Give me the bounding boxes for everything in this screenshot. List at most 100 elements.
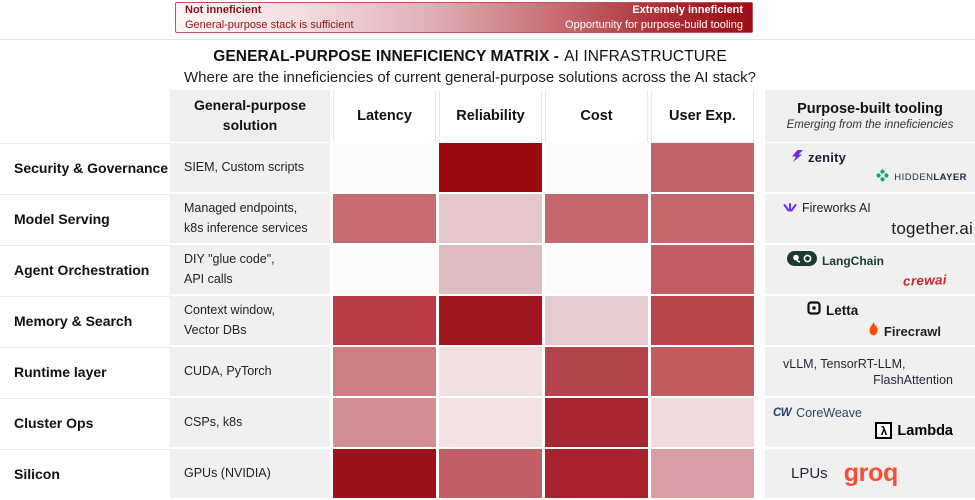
legend-right-subtitle: Opportunity for purpose-build tooling <box>565 18 743 31</box>
langchain-logo-text: LangChain <box>822 254 884 268</box>
runtime-tooling-line1: vLLM, TensorRT-LLM, <box>783 357 906 371</box>
firecrawl-logo: Firecrawl <box>868 321 941 341</box>
hiddenlayer-clover-icon <box>876 169 889 187</box>
page-title-bold: GENERAL-PURPOSE INNEFICIENCY MATRIX - <box>213 48 560 65</box>
solution-cell: CUDA, PyTorch <box>170 347 330 396</box>
legend-right: Extremely inneficient Opportunity for pu… <box>565 3 743 32</box>
zenity-logo-text: zenity <box>808 150 847 165</box>
runtime-tooling-text-2: FlashAttention <box>873 372 953 387</box>
tooling-cell: vLLM, TensorRT-LLM, FlashAttention <box>765 347 975 396</box>
row-label: Silicon <box>0 449 170 498</box>
matrix-row-security-governance: Security & Governance SIEM, Custom scrip… <box>0 143 975 192</box>
solution-cell: CSPs, k8s <box>170 398 330 447</box>
header-corner-spacer <box>0 90 170 142</box>
heatmap-cell-latency <box>333 398 436 447</box>
column-header-reliability: Reliability <box>439 90 542 142</box>
heatmap-cell-reliability <box>439 347 542 396</box>
row-label: Model Serving <box>0 194 170 243</box>
heatmap-cell-cost <box>545 194 648 243</box>
heatmap-cell-userexp <box>651 296 754 345</box>
hiddenlayer-text-bold: LAYER <box>933 172 967 183</box>
heatmap-cell-cost <box>545 449 648 498</box>
heatmap-cell-reliability <box>439 398 542 447</box>
heatmap-cell-latency <box>333 449 436 498</box>
right-header-title: Purpose-built tooling <box>797 101 943 117</box>
matrix-row-cluster-ops: Cluster Ops CSPs, k8s CW CoreWeave λ Lam… <box>0 398 975 447</box>
purpose-built-tooling-header: Purpose-built tooling Emerging from the … <box>765 90 975 142</box>
heatmap-cell-userexp <box>651 194 754 243</box>
tooling-cell: LPUs groq <box>765 449 975 498</box>
lambda-logo: λ Lambda <box>875 422 953 439</box>
heatmap-cell-userexp <box>651 245 754 294</box>
runtime-tooling-text-1: vLLM, TensorRT-LLM, <box>783 356 906 371</box>
letta-logo-text: Letta <box>826 302 859 318</box>
heatmap-cell-latency <box>333 245 436 294</box>
zenity-bolt-icon <box>791 149 803 167</box>
heatmap-cell-cost <box>545 398 648 447</box>
heatmap-cell-reliability <box>439 245 542 294</box>
matrix-row-runtime-layer: Runtime layer CUDA, PyTorch vLLM, Tensor… <box>0 347 975 396</box>
heatmap-cell-latency <box>333 194 436 243</box>
langchain-logo: LangChain <box>787 251 884 271</box>
tooling-cell: LangChain crewai <box>765 245 975 294</box>
fireworks-logo-text: Fireworks AI <box>802 200 871 215</box>
silicon-tooling: LPUs groq <box>791 459 975 488</box>
heatmap-cell-reliability <box>439 194 542 243</box>
langchain-parrot-chain-icon <box>787 251 817 271</box>
runtime-tooling-line2: FlashAttention <box>873 373 953 387</box>
column-header-userexp: User Exp. <box>651 90 754 142</box>
heatmap-cell-reliability <box>439 296 542 345</box>
matrix-row-model-serving: Model Serving Managed endpoints, k8s inf… <box>0 194 975 243</box>
heatmap-cell-cost <box>545 143 648 192</box>
legend-right-title: Extremely inneficient <box>632 4 743 17</box>
solution-column-header: General-purpose solution <box>170 90 330 142</box>
page-title-normal: AI INFRASTRUCTURE <box>564 48 727 65</box>
lambda-logo-text: Lambda <box>897 422 953 439</box>
crewai-logo: crewai <box>902 272 948 289</box>
horizontal-divider <box>0 39 975 40</box>
matrix-row-silicon: Silicon GPUs (NVIDIA) LPUs groq <box>0 449 975 498</box>
row-label: Runtime layer <box>0 347 170 396</box>
solution-cell: Managed endpoints, k8s inference service… <box>170 194 330 243</box>
hiddenlayer-text-light: HIDDEN <box>894 172 934 183</box>
heatmap-cell-latency <box>333 143 436 192</box>
heatmap-cell-latency <box>333 347 436 396</box>
legend-left-subtitle: General-purpose stack is sufficient <box>185 18 354 31</box>
heatmap-cell-cost <box>545 296 648 345</box>
fireworks-spark-icon <box>783 199 797 217</box>
matrix-header-row: General-purpose solution Latency Reliabi… <box>0 90 975 142</box>
heatmap-cell-userexp <box>651 398 754 447</box>
letta-logo: Letta <box>807 300 859 320</box>
column-header-latency: Latency <box>333 90 436 142</box>
legend-left-title: Not inneficient <box>185 4 262 17</box>
letta-square-icon <box>807 300 821 320</box>
heatmap-cell-reliability <box>439 449 542 498</box>
column-header-cost: Cost <box>545 90 648 142</box>
page-title: GENERAL-PURPOSE INNEFICIENCY MATRIX - AI … <box>0 48 940 66</box>
inefficiency-color-legend: Not inneficient General-purpose stack is… <box>175 2 753 33</box>
solution-cell: GPUs (NVIDIA) <box>170 449 330 498</box>
matrix-row-agent-orchestration: Agent Orchestration DIY "glue code", API… <box>0 245 975 294</box>
heatmap-cell-userexp <box>651 449 754 498</box>
tooling-cell: Fireworks AI together.ai <box>765 194 975 243</box>
coreweave-logo: CW CoreWeave <box>773 406 862 420</box>
crewai-logo-text: crewai <box>902 272 948 289</box>
hiddenlayer-logo: HIDDENLAYER <box>876 169 967 187</box>
coreweave-cw-icon: CW <box>773 407 792 419</box>
title-block: GENERAL-PURPOSE INNEFICIENCY MATRIX - AI … <box>0 48 940 86</box>
heatmap-cell-cost <box>545 347 648 396</box>
coreweave-logo-text: CoreWeave <box>796 406 862 420</box>
row-label: Security & Governance <box>0 143 170 192</box>
tooling-cell: Letta Firecrawl <box>765 296 975 345</box>
row-label: Memory & Search <box>0 296 170 345</box>
inefficiency-matrix: General-purpose solution Latency Reliabi… <box>0 90 975 500</box>
page-subtitle: Where are the inneficiencies of current … <box>184 69 756 86</box>
solution-cell: Context window, Vector DBs <box>170 296 330 345</box>
heatmap-cell-latency <box>333 296 436 345</box>
together-ai-logo: together.ai <box>891 219 973 239</box>
lambda-icon: λ <box>875 422 893 439</box>
heatmap-cell-cost <box>545 245 648 294</box>
zenity-logo: zenity <box>791 149 846 167</box>
row-label: Cluster Ops <box>0 398 170 447</box>
